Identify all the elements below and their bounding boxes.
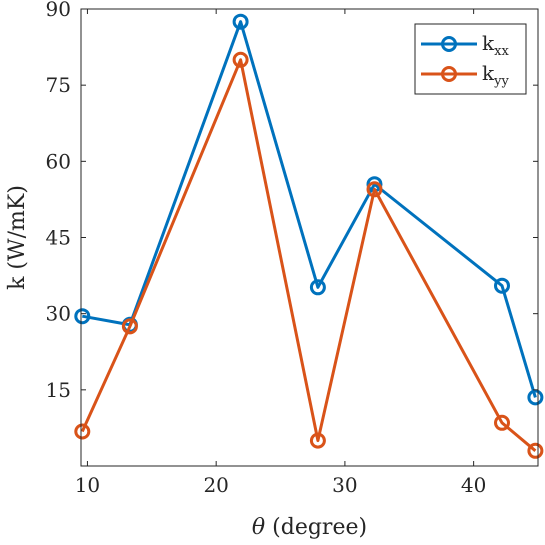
axis-ticks: 10 20 30 40 15 30 45 60 75 90 [46,0,538,497]
data-point-kyy [494,414,510,431]
x-tick-label: 40 [461,473,486,497]
data-point-kyy [74,423,91,440]
series-line-kyy [80,58,537,452]
legend: kxx kyy [414,23,527,95]
legend-entry-kxx: kxx [421,31,509,59]
data-point-kyy [309,432,326,449]
data-point-kxx [74,308,91,325]
data-point-kxx [309,279,326,296]
data-point-kxx [494,277,510,294]
data-point-kyy [121,318,138,335]
data-point-kxx [527,389,544,406]
series-layer [74,13,544,459]
x-tick-label: 30 [332,473,357,497]
y-tick-label: 60 [46,149,71,173]
legend-marker-kyy [441,66,457,82]
x-tick-label: 10 [75,473,100,497]
legend-label-kxx: kxx [482,31,509,59]
legend-box [414,23,527,95]
y-axis-label: k (W/mK) [5,185,30,290]
y-tick-label: 15 [46,378,71,402]
series-kyy [74,51,544,459]
y-tick-label: 45 [46,226,71,250]
data-point-kyy [232,51,249,68]
y-tick-label: 30 [46,302,71,326]
legend-entry-kyy: kyy [421,61,509,89]
legend-marker-kxx [441,36,457,52]
y-tick-label: 90 [46,0,71,21]
y-tick-label: 75 [46,73,71,97]
data-point-kyy [527,442,544,459]
x-tick-label: 20 [203,473,228,497]
legend-label-kyy: kyy [482,61,509,89]
data-point-kxx [232,13,249,30]
data-point-kyy [366,181,383,198]
x-axis-label: θ (degree) [252,515,367,540]
